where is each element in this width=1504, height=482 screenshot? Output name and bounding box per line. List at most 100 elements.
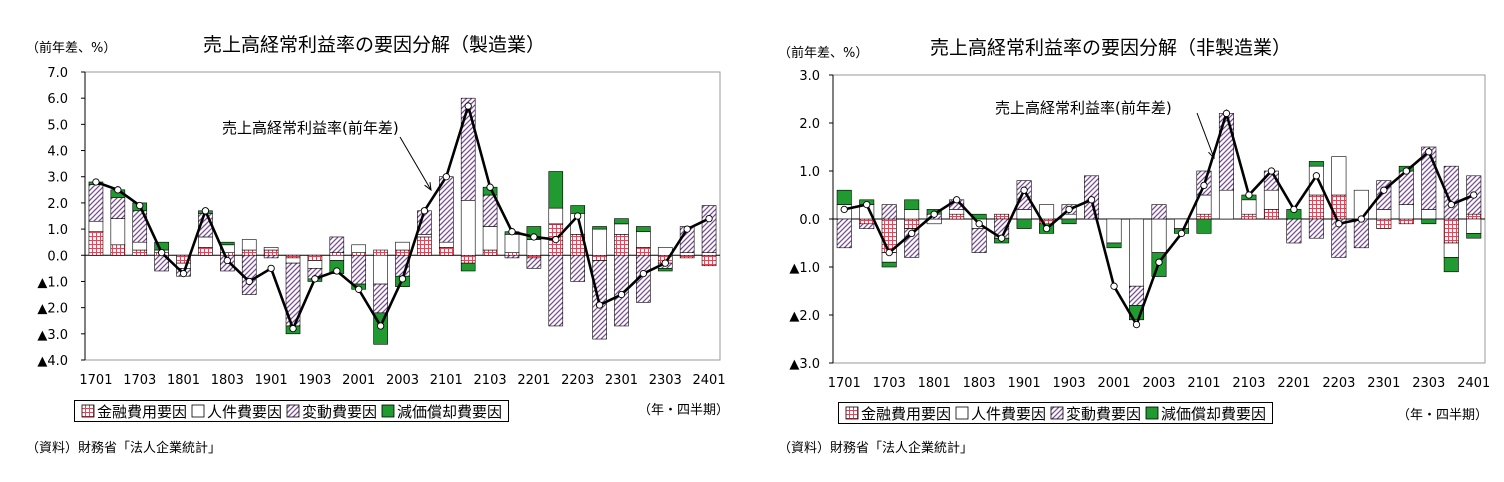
bar-segment-personnel — [460, 199, 476, 256]
x-tick-label: 1703 — [873, 376, 906, 391]
line-marker — [1447, 200, 1455, 209]
line-marker — [1470, 191, 1478, 199]
bar-segment-personnel — [636, 231, 651, 248]
bar-segment-personnel — [285, 257, 301, 264]
legend-item-variable: 変動費要因 — [1050, 403, 1141, 424]
line-marker — [953, 196, 961, 204]
bar-segment-depreciation — [1061, 218, 1077, 225]
bar-segment-financial — [1196, 213, 1212, 220]
bar-segment-personnel — [904, 209, 920, 220]
x-tick-label: 2301 — [1367, 376, 1400, 391]
x-tick-label: 1903 — [1053, 376, 1086, 391]
legend-item-variable: 変動費要因 — [286, 401, 377, 422]
bar-segment-financial — [482, 249, 498, 256]
legend-item-financial: 金融費用要因 — [845, 403, 951, 424]
line-marker — [464, 102, 472, 110]
x-tick-label: 2103 — [1232, 376, 1265, 391]
bar-segment-financial — [701, 254, 717, 267]
y-tick-label: 1.0 — [799, 165, 820, 180]
legend-swatch-personnel — [955, 406, 969, 420]
bar-segment-personnel — [263, 247, 279, 251]
line-marker — [997, 234, 1006, 242]
line-marker — [1132, 320, 1141, 329]
bar-segment-depreciation — [1308, 161, 1324, 167]
bar-segment-depreciation — [1466, 233, 1482, 239]
bar-segment-financial — [263, 249, 279, 256]
x-tick-label: 2401 — [1457, 376, 1490, 391]
bar-segment-personnel — [1151, 218, 1167, 253]
bar-segment-financial — [859, 218, 875, 225]
bar-segment-variable — [1443, 165, 1459, 220]
bar-segment-variable — [859, 223, 875, 229]
x-tick-label: 2401 — [693, 373, 726, 388]
x-tick-label: 1801 — [167, 373, 200, 388]
bar-segment-personnel — [1398, 204, 1414, 220]
bar-segment-financial — [329, 252, 345, 256]
line-marker — [136, 201, 144, 210]
bar-segment-personnel — [307, 260, 323, 269]
x-tick-label: 1703 — [123, 373, 156, 388]
line-marker — [840, 205, 848, 214]
bar-segment-financial — [1241, 213, 1257, 220]
bar-segment-personnel — [548, 207, 564, 225]
bar-segment-financial — [994, 213, 1010, 220]
bar-segment-variable — [110, 197, 126, 219]
bar-segment-financial — [460, 254, 476, 264]
bar-segment-financial — [1466, 213, 1482, 220]
bar-segment-personnel — [701, 252, 717, 256]
y-tick-label: 0.0 — [47, 249, 68, 264]
y-tick-label: ▲3.0 — [789, 357, 820, 372]
legend-swatch-financial — [81, 404, 95, 418]
bar-segment-financial — [307, 254, 323, 261]
bar-segment-financial — [1443, 218, 1459, 244]
legend-swatch-personnel — [191, 404, 205, 418]
line-marker — [595, 301, 604, 309]
x-tick-label: 2101 — [430, 373, 463, 388]
line-marker — [1042, 224, 1051, 233]
line-marker — [885, 248, 893, 257]
y-tick-label: ▲3.0 — [37, 328, 68, 343]
line-marker — [420, 207, 429, 215]
bar-segment-variable — [460, 97, 476, 201]
line-marker — [311, 275, 319, 283]
bar-segment-variable — [263, 254, 279, 259]
bar-segment-variable — [1129, 285, 1145, 306]
bar-segment-financial — [504, 252, 520, 256]
y-tick-label: 2.0 — [799, 117, 820, 132]
legend-swatch-financial — [845, 406, 859, 420]
bar-segment-financial — [679, 254, 695, 259]
line-marker — [1335, 220, 1343, 228]
line-marker — [376, 322, 385, 330]
line-marker — [1177, 229, 1186, 238]
legend-label: 金融費用要因 — [97, 402, 188, 421]
x-tick-label: 1903 — [298, 373, 331, 388]
bar-segment-variable — [1286, 218, 1302, 244]
y-tick-label: ▲1.0 — [789, 261, 820, 276]
line-marker — [639, 269, 648, 278]
bar-segment-depreciation — [548, 171, 564, 209]
bar-segment-variable — [614, 254, 629, 327]
bar-segment-variable — [836, 218, 852, 249]
bar-segment-personnel — [1353, 189, 1369, 220]
y-tick-label: ▲2.0 — [789, 309, 820, 324]
y-tick-label: 6.0 — [47, 92, 68, 107]
bar-segment-financial — [614, 234, 629, 256]
line-series — [95, 101, 710, 333]
x-tick-label: 2001 — [342, 373, 375, 388]
bar-segment-variable — [1016, 180, 1032, 210]
x-tick-label: 1801 — [918, 376, 951, 391]
bar-segment-personnel — [1129, 218, 1145, 287]
bar-segment-financial — [88, 231, 104, 256]
line-marker — [530, 233, 538, 241]
legend-swatch-depreciation — [1145, 406, 1159, 420]
source-note: （資料）財務省「法人企業統計」 — [778, 441, 974, 456]
line-marker — [1312, 172, 1321, 180]
line-annotation: 売上高経常利益率(前年差) — [995, 99, 1172, 117]
x-tick-label: 2101 — [1187, 376, 1220, 391]
line-marker — [1425, 148, 1433, 156]
y-axis-unit-label: （前年差、%） — [778, 46, 869, 61]
bar-segment-depreciation — [1443, 257, 1459, 273]
line-marker — [930, 210, 938, 218]
x-tick-label: 2103 — [474, 373, 507, 388]
bar-segment-variable — [351, 254, 367, 285]
